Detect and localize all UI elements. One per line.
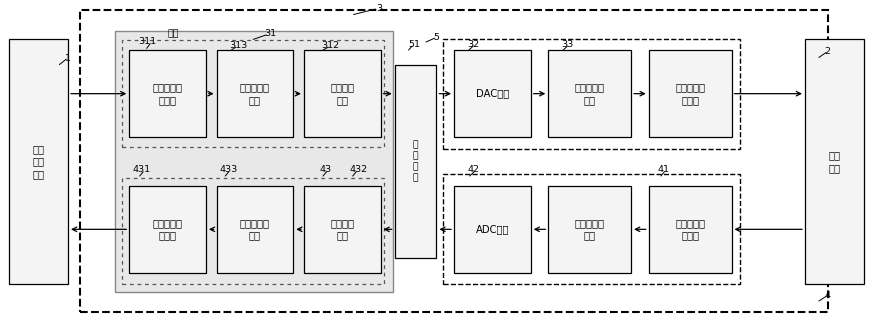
Text: 正交上变频
单元: 正交上变频 单元 [574,82,605,105]
Bar [304,50,381,137]
Text: 第二低通滤
波器: 第二低通滤 波器 [240,218,270,241]
Text: 31: 31 [265,29,277,38]
Text: 4: 4 [825,291,830,300]
Text: 43: 43 [320,165,332,174]
Text: 基带信号处
理单元: 基带信号处 理单元 [153,218,182,241]
Bar [395,65,436,258]
Text: 42: 42 [467,165,479,174]
Text: 431: 431 [133,165,151,174]
Bar [443,174,740,284]
Text: DAC单元: DAC单元 [476,89,509,99]
Bar [454,50,531,137]
Bar [454,186,531,273]
Bar [548,50,631,137]
Bar [80,10,828,312]
Text: 第一功率放
大单元: 第一功率放 大单元 [675,82,705,105]
Text: 312: 312 [321,41,340,50]
Text: 33: 33 [561,40,574,49]
Bar [649,186,732,273]
Bar [548,186,631,273]
Text: 第二混频
单元: 第二混频 单元 [330,218,354,241]
Text: 5: 5 [434,33,439,42]
Bar [805,39,864,284]
Bar [122,40,384,147]
Text: 第一混频
单元: 第一混频 单元 [330,82,354,105]
Text: 接
口
模
块: 接 口 模 块 [413,141,418,182]
Text: 432: 432 [349,165,368,174]
Bar [129,186,206,273]
Bar [129,50,206,137]
Text: 基带信号产
生单元: 基带信号产 生单元 [153,82,182,105]
Bar [217,50,293,137]
Bar [649,50,732,137]
Text: 收发
天线: 收发 天线 [828,150,841,173]
Bar [443,39,740,149]
Text: 32: 32 [467,40,479,49]
Bar [304,186,381,273]
Text: 基板: 基板 [167,29,179,38]
Text: 41: 41 [657,165,670,174]
Bar [217,186,293,273]
Text: 51: 51 [409,40,421,49]
Text: 311: 311 [138,37,156,47]
Bar [9,39,68,284]
Text: 433: 433 [220,165,238,174]
Text: 第二功率放
大单元: 第二功率放 大单元 [675,218,705,241]
Bar [122,178,384,284]
Text: 控制
处理
模块: 控制 处理 模块 [32,144,45,179]
Text: ADC单元: ADC单元 [476,224,509,234]
Bar [115,31,393,292]
Text: 正交下变频
单元: 正交下变频 单元 [574,218,605,241]
Text: 3: 3 [376,4,383,13]
Text: 313: 313 [229,41,247,50]
Text: 2: 2 [825,47,830,56]
Text: 1: 1 [65,54,71,63]
Text: 第一低通滤
波器: 第一低通滤 波器 [240,82,270,105]
